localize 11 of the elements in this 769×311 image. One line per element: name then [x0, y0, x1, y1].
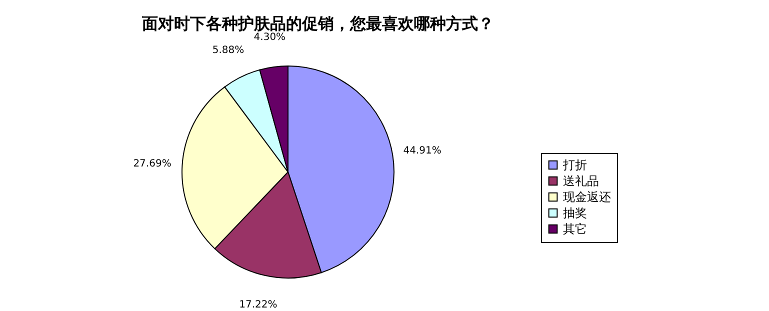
legend-label: 抽奖 — [563, 206, 587, 220]
data-label: 5.88% — [212, 44, 244, 56]
legend-label: 打折 — [562, 158, 587, 172]
legend-label: 送礼品 — [563, 174, 599, 188]
data-label: 44.91% — [403, 145, 442, 156]
legend-label: 其它 — [563, 222, 587, 236]
legend-label: 现金返还 — [563, 190, 611, 204]
chart-title: 面对时下各种护肤品的促销，您最喜欢哪种方式？ — [141, 14, 494, 34]
data-label: 27.69% — [133, 158, 172, 170]
data-label: 17.22% — [239, 300, 278, 311]
data-label: 4.30% — [254, 32, 286, 44]
